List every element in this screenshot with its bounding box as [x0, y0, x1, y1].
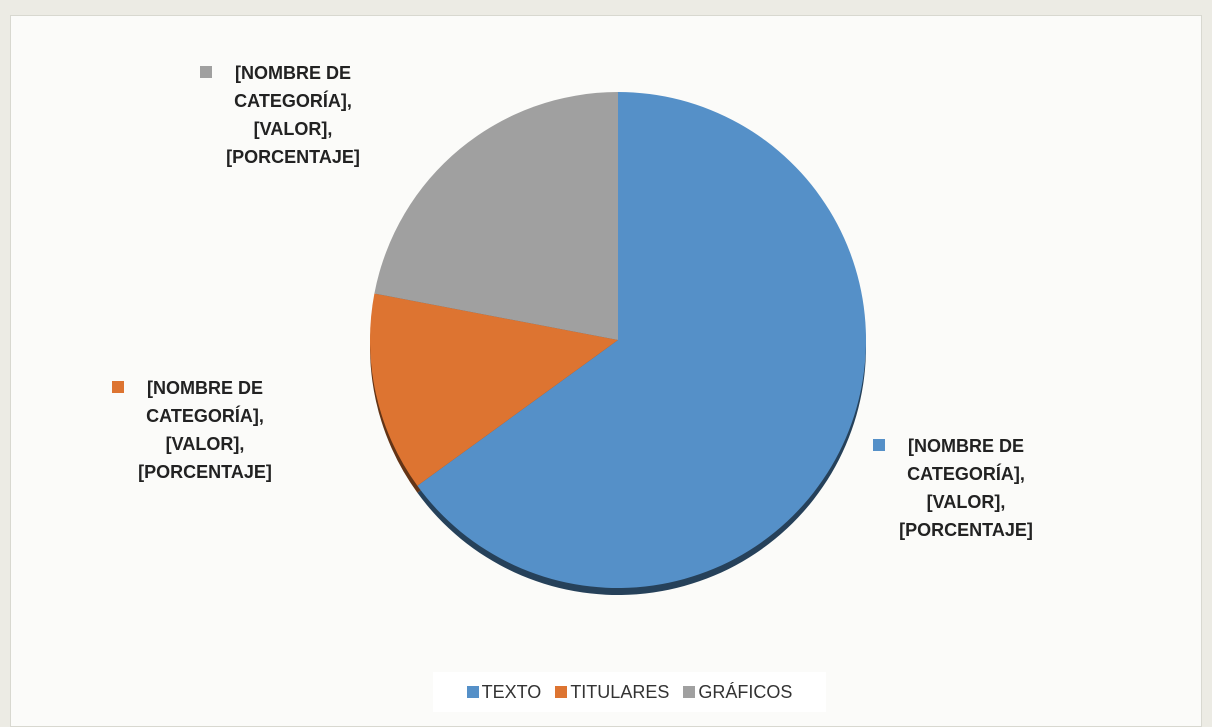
legend-item: TEXTO	[466, 681, 542, 703]
slice	[417, 92, 867, 588]
label-marker	[200, 66, 212, 78]
slice	[370, 293, 618, 486]
slice	[374, 92, 618, 340]
label-marker	[112, 381, 124, 393]
data-label: [NOMBRE DE CATEGORÍA], [VALOR], [PORCENT…	[226, 63, 360, 167]
data-label: [NOMBRE DE CATEGORÍA], [VALOR], [PORCENT…	[138, 378, 272, 482]
legend-swatch	[466, 686, 479, 698]
legend: TEXTO TITULARES GRÁFICOS	[433, 672, 826, 712]
legend-swatch	[555, 686, 568, 698]
legend-swatch	[683, 686, 696, 698]
legend-item: TITULARES	[555, 682, 669, 703]
data-label: [NOMBRE DE CATEGORÍA], [VALOR], [PORCENT…	[899, 436, 1033, 540]
legend-item: GRÁFICOS	[683, 682, 792, 703]
legend-label: GRÁFICOS	[698, 681, 793, 702]
legend-label: TEXTO	[481, 681, 542, 702]
legend-label: TITULARES	[570, 681, 670, 702]
label-marker	[873, 439, 885, 451]
